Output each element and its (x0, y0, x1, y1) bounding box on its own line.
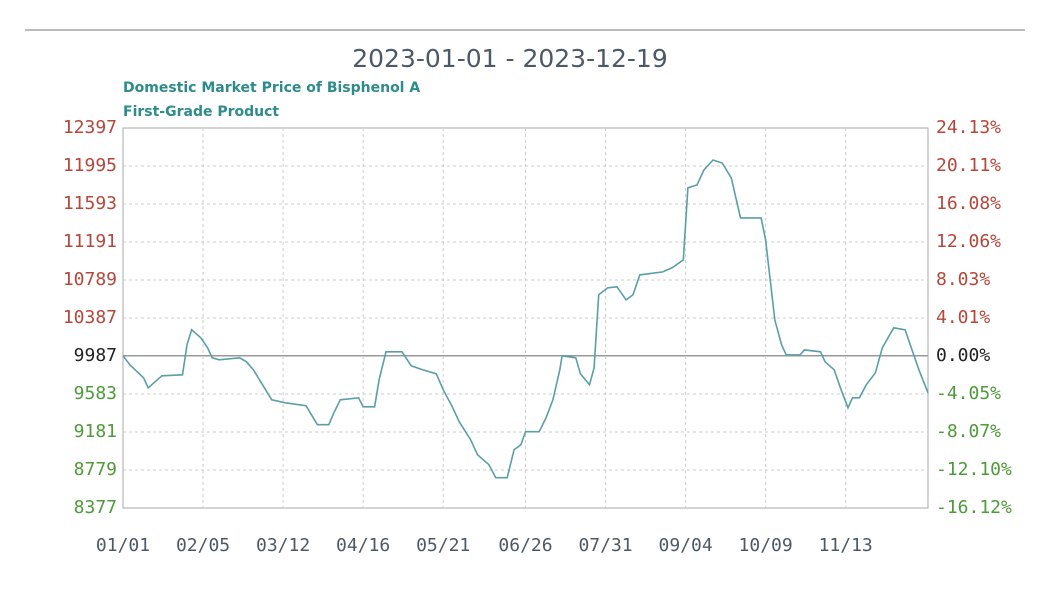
y2-tick-label: -12.10% (936, 459, 1012, 480)
price-line (122, 159, 929, 479)
y2-tick-label: -8.07% (936, 421, 1001, 442)
y-tick-label: 10789 (63, 269, 117, 290)
x-tick-label: 05/21 (416, 535, 470, 556)
chart-subtitle: First-Grade Product (123, 104, 279, 120)
y-tick-label: 9583 (74, 383, 117, 404)
x-tick-label: 07/31 (578, 535, 632, 556)
y-tick-label: 8779 (74, 459, 117, 480)
x-tick-label: 02/05 (176, 535, 230, 556)
chart-title: 2023-01-01 - 2023-12-19 (352, 44, 668, 73)
y2-tick-label: 24.13% (936, 117, 1001, 138)
y2-tick-label: 8.03% (936, 269, 990, 290)
x-tick-label: 06/26 (498, 535, 552, 556)
x-tick-label: 04/16 (336, 535, 390, 556)
y2-tick-label: 0.00% (936, 345, 990, 366)
y2-tick-label: 4.01% (936, 307, 990, 328)
y-tick-label: 11191 (63, 231, 117, 252)
x-tick-label: 01/01 (96, 535, 150, 556)
x-tick-label: 11/13 (819, 535, 873, 556)
x-tick-label: 10/09 (739, 535, 793, 556)
x-tick-label: 03/12 (256, 535, 310, 556)
y-tick-label: 12397 (63, 117, 117, 138)
y-tick-label: 10387 (63, 307, 117, 328)
y2-tick-label: 12.06% (936, 231, 1001, 252)
y2-tick-label: 16.08% (936, 193, 1001, 214)
y-tick-label: 11995 (63, 155, 117, 176)
y-tick-label: 9181 (74, 421, 117, 442)
y-tick-label: 8377 (74, 497, 117, 518)
y2-tick-label: 20.11% (936, 155, 1001, 176)
x-tick-label: 09/04 (658, 535, 712, 556)
chart-subtitle: Domestic Market Price of Bisphenol A (123, 80, 420, 96)
y2-tick-label: -16.12% (936, 497, 1012, 518)
y-tick-label: 9987 (74, 345, 117, 366)
y-tick-label: 11593 (63, 193, 117, 214)
y2-tick-label: -4.05% (936, 383, 1001, 404)
